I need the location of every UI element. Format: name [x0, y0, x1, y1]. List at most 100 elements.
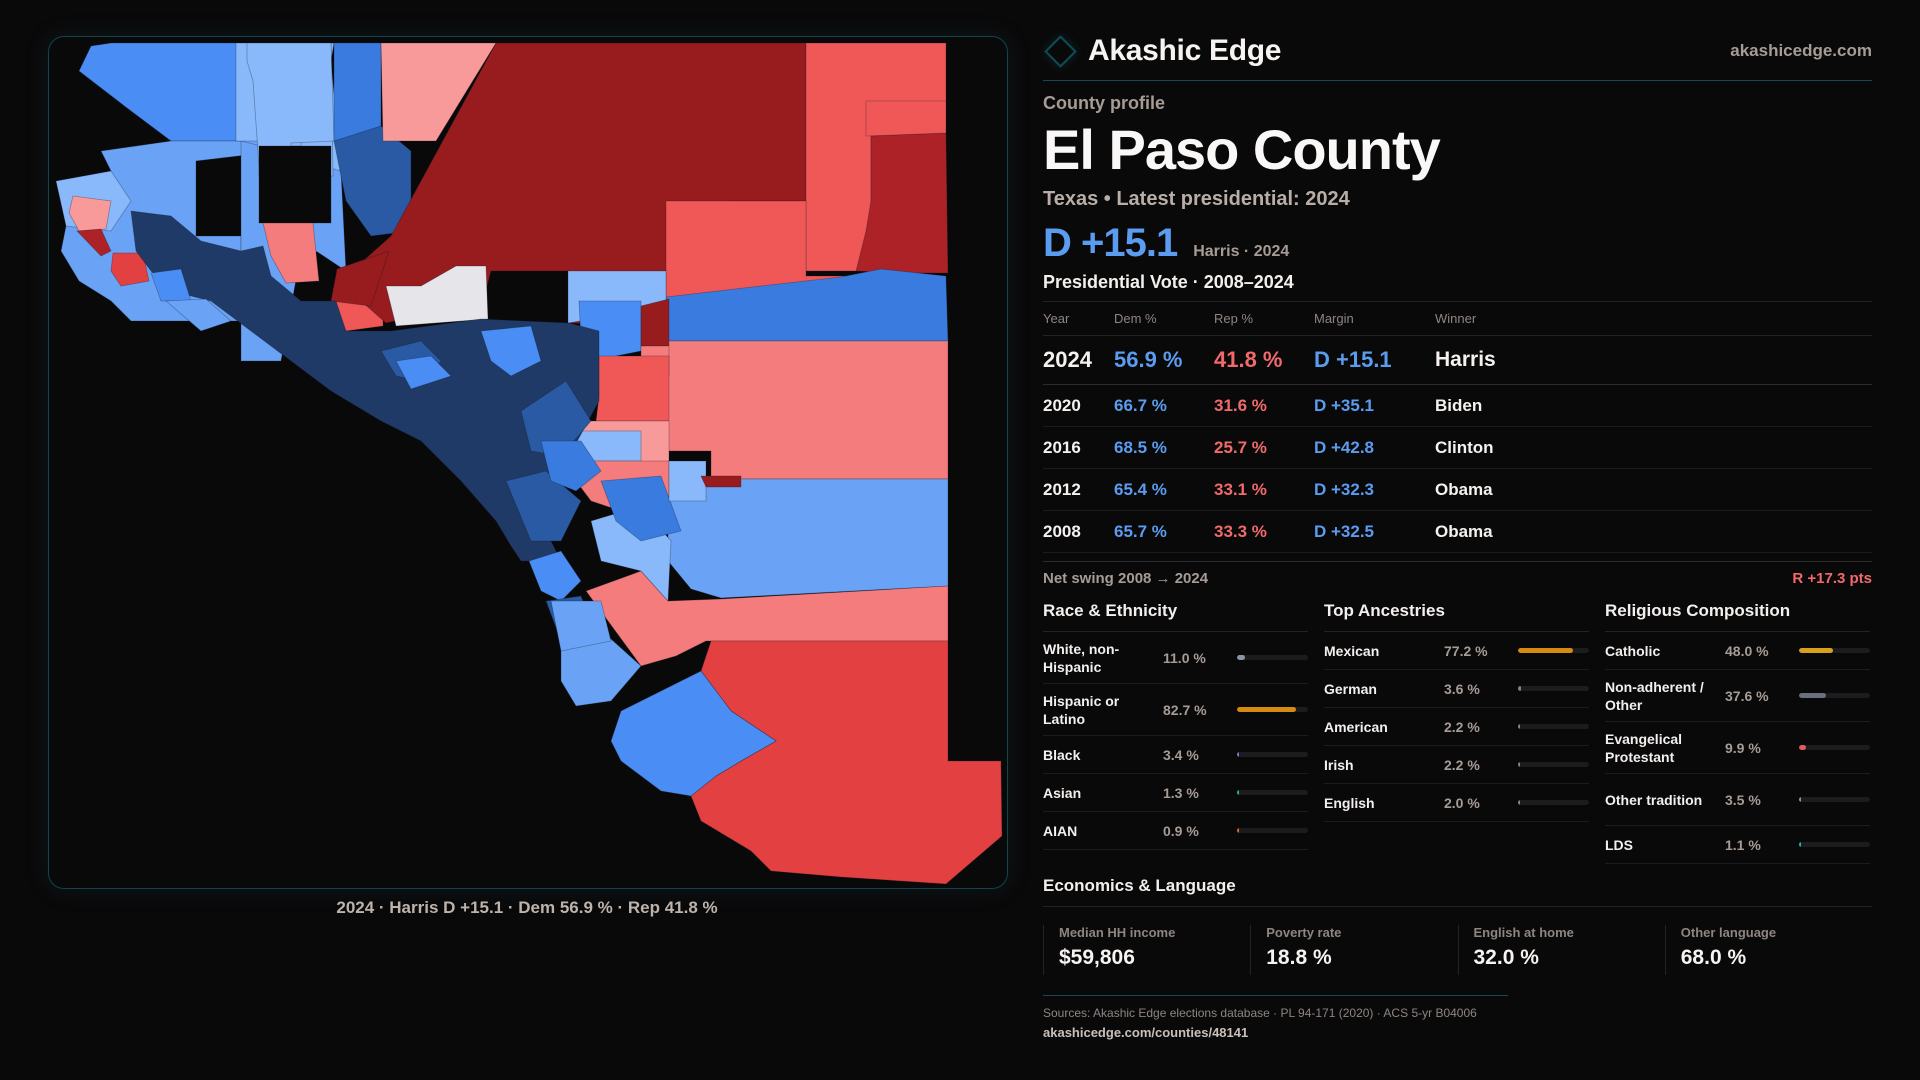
religion-row: Catholic 48.0 % — [1605, 632, 1870, 670]
demo-value: 11.0 % — [1163, 649, 1206, 666]
rep-pct-cell: 41.8 % — [1214, 335, 1314, 385]
demo-value: 3.6 % — [1444, 680, 1480, 697]
demo-value: 77.2 % — [1444, 642, 1488, 659]
race-row: AIAN 0.9 % — [1043, 812, 1308, 850]
demo-value: 0.9 % — [1163, 822, 1199, 839]
precinct[interactable] — [164, 298, 232, 332]
col-rep: Rep % — [1214, 302, 1314, 336]
precinct[interactable] — [78, 42, 242, 142]
bar-track — [1237, 655, 1308, 660]
precinct[interactable] — [262, 222, 320, 284]
margin-cell: D +32.3 — [1314, 468, 1435, 511]
demo-label: Hispanic or Latino — [1043, 692, 1120, 727]
sources-text: Sources: Akashic Edge elections database… — [1043, 1006, 1477, 1020]
map-caption: 2024 · Harris D +15.1 · Dem 56.9 % · Rep… — [336, 898, 718, 917]
demo-label: Catholic — [1605, 642, 1661, 659]
county-profile-panel: Akashic Edge akashicedge.com County prof… — [1043, 30, 1872, 975]
ancestry-row: German 3.6 % — [1324, 670, 1589, 708]
precinct[interactable] — [505, 470, 582, 542]
demo-value: 9.9 % — [1725, 739, 1761, 756]
bar-track — [1799, 842, 1870, 847]
year-cell: 2024 — [1043, 335, 1114, 385]
bar-fill — [1237, 828, 1239, 833]
winner-cell: Harris — [1435, 335, 1872, 385]
econ-label: Poverty rate — [1266, 925, 1342, 940]
econ-value: 68.0 % — [1680, 946, 1747, 969]
dem-pct-cell: 68.5 % — [1114, 426, 1214, 469]
demo-label: Mexican — [1324, 642, 1380, 659]
demo-label: Evangelical Protestant — [1605, 730, 1683, 765]
demo-value: 2.2 % — [1444, 718, 1480, 735]
demo-label: LDS — [1605, 836, 1633, 853]
bar-fill — [1799, 797, 1802, 802]
ancestries-title: Top Ancestries — [1324, 601, 1589, 632]
precinct[interactable] — [333, 125, 412, 237]
brand-url-link[interactable]: akashicedge.com — [1730, 41, 1872, 60]
year-cell: 2016 — [1043, 426, 1114, 469]
precinct[interactable] — [540, 440, 602, 492]
precinct[interactable] — [528, 550, 582, 602]
precinct[interactable] — [610, 670, 777, 797]
bar-fill — [1799, 842, 1801, 847]
precinct[interactable] — [550, 600, 612, 652]
bar-track — [1518, 762, 1589, 767]
demo-label: Asian — [1043, 784, 1082, 801]
econ-card-other-language: Other language 68.0 % — [1664, 925, 1872, 975]
year-cell: 2012 — [1043, 468, 1114, 511]
bar-fill — [1518, 724, 1520, 729]
brand-header: Akashic Edge akashicedge.com — [1043, 30, 1872, 81]
bar-fill — [1237, 655, 1245, 660]
econ-value: 18.8 % — [1266, 946, 1332, 969]
demo-value: 3.4 % — [1163, 746, 1199, 763]
precinct[interactable] — [668, 460, 707, 502]
econ-card-poverty: Poverty rate 18.8 % — [1250, 925, 1457, 975]
precinct-tie[interactable] — [385, 265, 489, 327]
precinct-map[interactable] — [48, 36, 1008, 889]
econ-card-english: English at home 32.0 % — [1457, 925, 1665, 975]
bar-track — [1518, 800, 1589, 805]
precinct[interactable] — [330, 250, 390, 307]
precinct[interactable] — [76, 228, 112, 257]
brand[interactable]: Akashic Edge — [1043, 34, 1281, 68]
demo-label: Non-adherent / Other — [1605, 678, 1704, 713]
precinct[interactable] — [480, 325, 542, 377]
precinct[interactable] — [520, 380, 592, 457]
demo-label: American — [1324, 718, 1388, 735]
econ-card-income: Median HH income $59,806 — [1043, 925, 1250, 975]
demographics: Race & Ethnicity White, non-Hispanic 11.0… — [1043, 601, 1872, 864]
race-ethnicity-title: Race & Ethnicity — [1043, 601, 1308, 632]
demo-label: AIAN — [1043, 822, 1078, 839]
precinct[interactable] — [667, 478, 949, 599]
precinct[interactable] — [380, 42, 497, 142]
precinct[interactable] — [640, 298, 670, 347]
religion-row: Non-adherent / Other 37.6 % — [1605, 670, 1870, 722]
margin-cell: D +35.1 — [1314, 384, 1435, 427]
county-url-link[interactable]: akashicedge.com/counties/48141 — [1043, 1025, 1249, 1040]
bar-track — [1518, 648, 1589, 653]
precinct-map-svg[interactable] — [48, 36, 1008, 889]
precinct[interactable] — [700, 475, 742, 488]
religion-row: Evangelical Protestant 9.9 % — [1605, 722, 1870, 774]
ancestry-row: American 2.2 % — [1324, 708, 1589, 746]
demo-value: 48.0 % — [1725, 642, 1769, 659]
precinct[interactable] — [395, 355, 452, 390]
bar-fill — [1518, 648, 1573, 653]
bar-track — [1237, 752, 1308, 757]
demo-label: Irish — [1324, 756, 1354, 773]
bar-track — [1799, 745, 1870, 750]
economics-title: Economics & Language — [1043, 876, 1872, 907]
margin-cell: D +32.5 — [1314, 510, 1435, 553]
precinct[interactable] — [865, 100, 947, 137]
rep-pct-cell: 25.7 % — [1214, 426, 1314, 469]
ancestry-row: Mexican 77.2 % — [1324, 632, 1589, 670]
precinct[interactable] — [333, 42, 382, 142]
precinct[interactable] — [600, 475, 682, 542]
precinct[interactable] — [667, 340, 949, 480]
rep-pct-cell: 33.1 % — [1214, 468, 1314, 511]
year-cell: 2020 — [1043, 384, 1114, 427]
diamond-outline-icon — [1044, 34, 1077, 68]
vote-row: 2024 56.9 % 41.8 % D +15.1 Harris — [1043, 335, 1872, 385]
religion-row: LDS 1.1 % — [1605, 826, 1870, 864]
precinct[interactable] — [595, 355, 670, 422]
vote-row: 2012 65.4 % 33.1 % D +32.3 Obama — [1043, 468, 1872, 511]
